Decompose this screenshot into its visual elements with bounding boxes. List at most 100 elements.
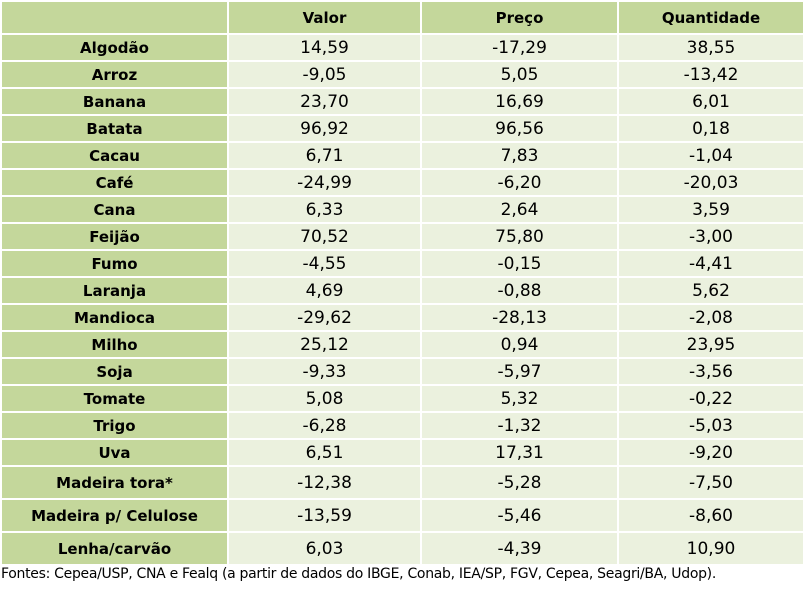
- table-cell: 5,08: [227, 384, 422, 413]
- table-cell: 6,33: [227, 195, 422, 224]
- table-cell: 96,56: [420, 114, 619, 143]
- table-cell: -1,04: [617, 141, 803, 170]
- row-label: Trigo: [0, 411, 229, 440]
- table-row: Trigo -6,28 -1,32 -5,03: [0, 411, 803, 440]
- table-cell: 6,71: [227, 141, 422, 170]
- table-cell: 5,62: [617, 276, 803, 305]
- row-label: Arroz: [0, 60, 229, 89]
- table-cell: -12,38: [227, 465, 422, 500]
- column-header: Preço: [420, 0, 619, 35]
- table-cell: 96,92: [227, 114, 422, 143]
- table-cell: 6,01: [617, 87, 803, 116]
- row-label: Laranja: [0, 276, 229, 305]
- table-cell: 16,69: [420, 87, 619, 116]
- table-cell: -4,41: [617, 249, 803, 278]
- table-row: Algodão 14,59 -17,29 38,55: [0, 33, 803, 62]
- table-row: Milho 25,12 0,94 23,95: [0, 330, 803, 359]
- row-label: Soja: [0, 357, 229, 386]
- table-cell: -3,56: [617, 357, 803, 386]
- table-cell: -6,28: [227, 411, 422, 440]
- table-row: Café -24,99 -6,20 -20,03: [0, 168, 803, 197]
- row-label: Milho: [0, 330, 229, 359]
- source-footnote: Fontes: Cepea/USP, CNA e Fealq (a partir…: [1, 566, 716, 582]
- table-cell: -4,55: [227, 249, 422, 278]
- table-cell: -17,29: [420, 33, 619, 62]
- table-cell: 6,51: [227, 438, 422, 467]
- table-cell: -2,08: [617, 303, 803, 332]
- table-cell: 14,59: [227, 33, 422, 62]
- row-label: Batata: [0, 114, 229, 143]
- column-header: Quantidade: [617, 0, 803, 35]
- data-table: Valor Preço Quantidade Algodão 14,59 -17,29 3…: [0, 0, 803, 566]
- table-cell: 17,31: [420, 438, 619, 467]
- table-cell: -5,46: [420, 498, 619, 533]
- table-cell: -9,20: [617, 438, 803, 467]
- table-cell: -9,05: [227, 60, 422, 89]
- row-label: Fumo: [0, 249, 229, 278]
- table-cell: 0,18: [617, 114, 803, 143]
- row-label: Café: [0, 168, 229, 197]
- table-row: Feijão 70,52 75,80 -3,00: [0, 222, 803, 251]
- table-cell: 5,05: [420, 60, 619, 89]
- table-row: Lenha/carvão 6,03 -4,39 10,90: [0, 531, 803, 566]
- table-cell: 2,64: [420, 195, 619, 224]
- column-header: Valor: [227, 0, 422, 35]
- row-label: Banana: [0, 87, 229, 116]
- row-label: Mandioca: [0, 303, 229, 332]
- table-row: Uva 6,51 17,31 -9,20: [0, 438, 803, 467]
- table-row: Cacau 6,71 7,83 -1,04: [0, 141, 803, 170]
- table-cell: -13,59: [227, 498, 422, 533]
- table-cell: 23,95: [617, 330, 803, 359]
- table-cell: 0,94: [420, 330, 619, 359]
- table-row: Laranja 4,69 -0,88 5,62: [0, 276, 803, 305]
- table-cell: 7,83: [420, 141, 619, 170]
- table-cell: -28,13: [420, 303, 619, 332]
- table-cell: -1,32: [420, 411, 619, 440]
- column-header: [0, 0, 229, 35]
- row-label: Tomate: [0, 384, 229, 413]
- table-row: Madeira tora* -12,38 -5,28 -7,50: [0, 465, 803, 500]
- row-label: Uva: [0, 438, 229, 467]
- table-row: Fumo -4,55 -0,15 -4,41: [0, 249, 803, 278]
- header-row: Valor Preço Quantidade: [0, 0, 803, 35]
- table-cell: 38,55: [617, 33, 803, 62]
- table-row: Arroz -9,05 5,05 -13,42: [0, 60, 803, 89]
- table-cell: 10,90: [617, 531, 803, 566]
- table-cell: -0,88: [420, 276, 619, 305]
- table-cell: -9,33: [227, 357, 422, 386]
- table-cell: 75,80: [420, 222, 619, 251]
- table-cell: -3,00: [617, 222, 803, 251]
- row-label: Algodão: [0, 33, 229, 62]
- table-cell: 5,32: [420, 384, 619, 413]
- row-label: Cana: [0, 195, 229, 224]
- row-label: Feijão: [0, 222, 229, 251]
- row-label: Madeira tora*: [0, 465, 229, 500]
- table-row: Cana 6,33 2,64 3,59: [0, 195, 803, 224]
- table-cell: -24,99: [227, 168, 422, 197]
- table-row: Mandioca -29,62 -28,13 -2,08: [0, 303, 803, 332]
- table-cell: 70,52: [227, 222, 422, 251]
- table-row: Tomate 5,08 5,32 -0,22: [0, 384, 803, 413]
- table-cell: -5,97: [420, 357, 619, 386]
- table-cell: -0,22: [617, 384, 803, 413]
- table-cell: -4,39: [420, 531, 619, 566]
- table-cell: 3,59: [617, 195, 803, 224]
- table-cell: -8,60: [617, 498, 803, 533]
- table-cell: 6,03: [227, 531, 422, 566]
- row-label: Cacau: [0, 141, 229, 170]
- table-cell: -0,15: [420, 249, 619, 278]
- table-cell: -20,03: [617, 168, 803, 197]
- table-cell: -5,03: [617, 411, 803, 440]
- row-label: Lenha/carvão: [0, 531, 229, 566]
- table-row: Banana 23,70 16,69 6,01: [0, 87, 803, 116]
- table-cell: 4,69: [227, 276, 422, 305]
- table-cell: -5,28: [420, 465, 619, 500]
- table-cell: -6,20: [420, 168, 619, 197]
- table-cell: 25,12: [227, 330, 422, 359]
- table-cell: -13,42: [617, 60, 803, 89]
- table-cell: -7,50: [617, 465, 803, 500]
- table-cell: -29,62: [227, 303, 422, 332]
- row-label: Madeira p/ Celulose: [0, 498, 229, 533]
- table-row: Batata 96,92 96,56 0,18: [0, 114, 803, 143]
- table-row: Soja -9,33 -5,97 -3,56: [0, 357, 803, 386]
